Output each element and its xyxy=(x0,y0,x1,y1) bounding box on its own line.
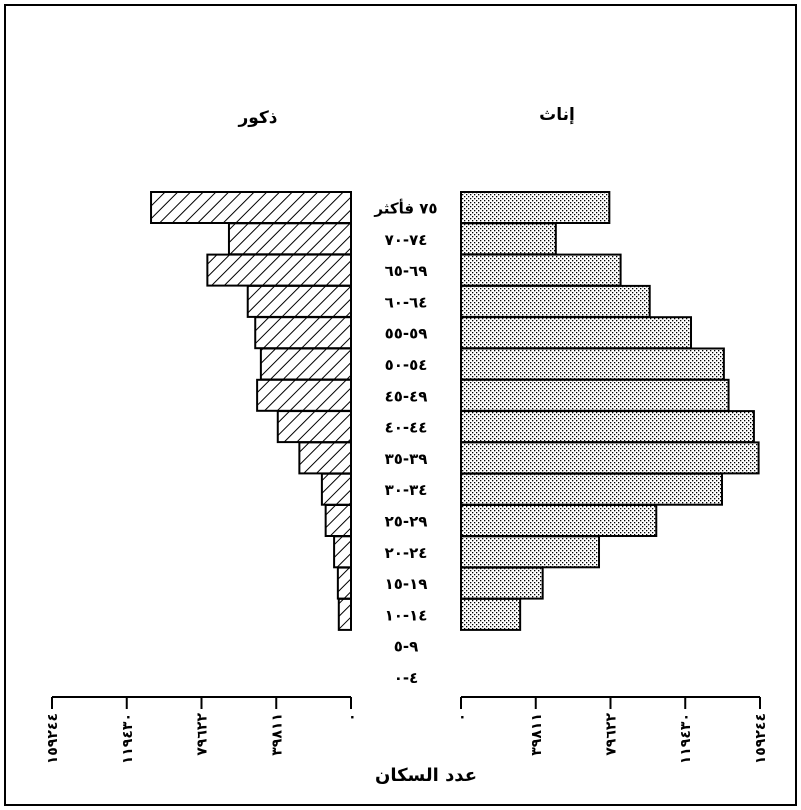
female-bar xyxy=(460,566,544,600)
female-bar xyxy=(460,347,725,381)
age-group-label: ٤٤-٤٠ xyxy=(385,419,428,437)
age-group-label: ٢٩-٢٥ xyxy=(385,513,428,531)
male-bar xyxy=(254,316,352,350)
female-bar xyxy=(460,535,601,569)
male-bar xyxy=(320,472,352,506)
age-group-label: ٤٩-٤٥ xyxy=(385,387,428,405)
male-bar xyxy=(337,597,353,631)
male-bar xyxy=(150,191,352,224)
x-axis-title: عدد السكان xyxy=(375,765,477,786)
female-bar xyxy=(460,191,611,224)
age-group-label: ٦٩-٦٥ xyxy=(385,262,428,280)
age-group-label: ٣٤-٣٠ xyxy=(385,481,428,499)
male-bar xyxy=(276,410,353,444)
age-group-label: ٥٩-٥٥ xyxy=(385,325,428,343)
male-bar xyxy=(259,347,352,381)
male-bar xyxy=(333,535,353,569)
male-panel-label: ذكور xyxy=(237,108,277,128)
female-bar xyxy=(460,441,760,475)
axes-group: ٠ ٠ ٣٩٨١١ ٣٩٨١١ ٧٩٦٢٢ ٧٩٦٢٢ ١١٩٤٣٠ ١١٩٤٣٠ ١٥٩٢٤٤… xyxy=(45,696,769,764)
category-labels-group: ٧٥ فأكثر ٧٤-٧٠ ٦٩-٦٥ ٦٤-٦٠ ٥٩-٥٥ ٥٤-٥٠ ٤٩-٤٥ ٤٤… xyxy=(373,199,437,688)
age-group-label: ٧٤-٧٠ xyxy=(385,231,428,249)
age-group-label: ٥٤-٥٠ xyxy=(385,356,428,374)
male-tick-label: ٧٩٦٢٢ xyxy=(195,713,211,756)
male-bar xyxy=(227,222,353,256)
female-bar xyxy=(460,316,693,350)
male-bar xyxy=(256,378,353,412)
age-group-label: ٦٤-٦٠ xyxy=(385,293,428,311)
bars-group xyxy=(150,191,760,631)
age-group-label: ٢٤-٢٠ xyxy=(385,544,428,562)
female-tick-label: ٣٩٨١١ xyxy=(529,713,545,756)
male-bar xyxy=(206,253,352,287)
female-bar xyxy=(460,222,557,256)
male-bar xyxy=(324,504,352,537)
female-bar xyxy=(460,504,658,537)
female-bar xyxy=(460,597,522,631)
male-tick-label: ١١٩٤٣٠ xyxy=(120,713,136,764)
male-bar xyxy=(336,566,353,600)
female-tick-label: ٧٩٦٢٢ xyxy=(604,713,620,756)
female-bar xyxy=(460,253,622,287)
age-group-label: ١٤-١٠ xyxy=(385,606,428,624)
age-group-label: ٤-٠ xyxy=(394,669,419,687)
age-group-label: ٧٥ فأكثر xyxy=(373,199,437,218)
male-tick-label: ٣٩٨١١ xyxy=(269,713,285,756)
female-bar xyxy=(460,472,723,506)
female-tick-label: ٠ xyxy=(454,713,470,722)
female-tick-label: ١١٩٤٣٠ xyxy=(678,713,694,764)
female-bar xyxy=(460,378,730,412)
male-tick-label: ١٥٩٢٤٤ xyxy=(45,713,61,764)
age-group-label: ٩-٥ xyxy=(394,638,419,656)
male-tick-label: ٠ xyxy=(344,713,360,722)
female-bar xyxy=(460,284,651,318)
male-bar xyxy=(246,284,352,318)
female-tick-label: ١٥٩٢٤٤ xyxy=(753,713,769,764)
age-group-label: ٣٩-٣٥ xyxy=(385,450,428,468)
age-group-label: ١٩-١٥ xyxy=(385,575,428,593)
female-bar xyxy=(460,410,755,444)
female-panel-label: إناث xyxy=(539,105,575,125)
male-bar xyxy=(298,441,352,475)
